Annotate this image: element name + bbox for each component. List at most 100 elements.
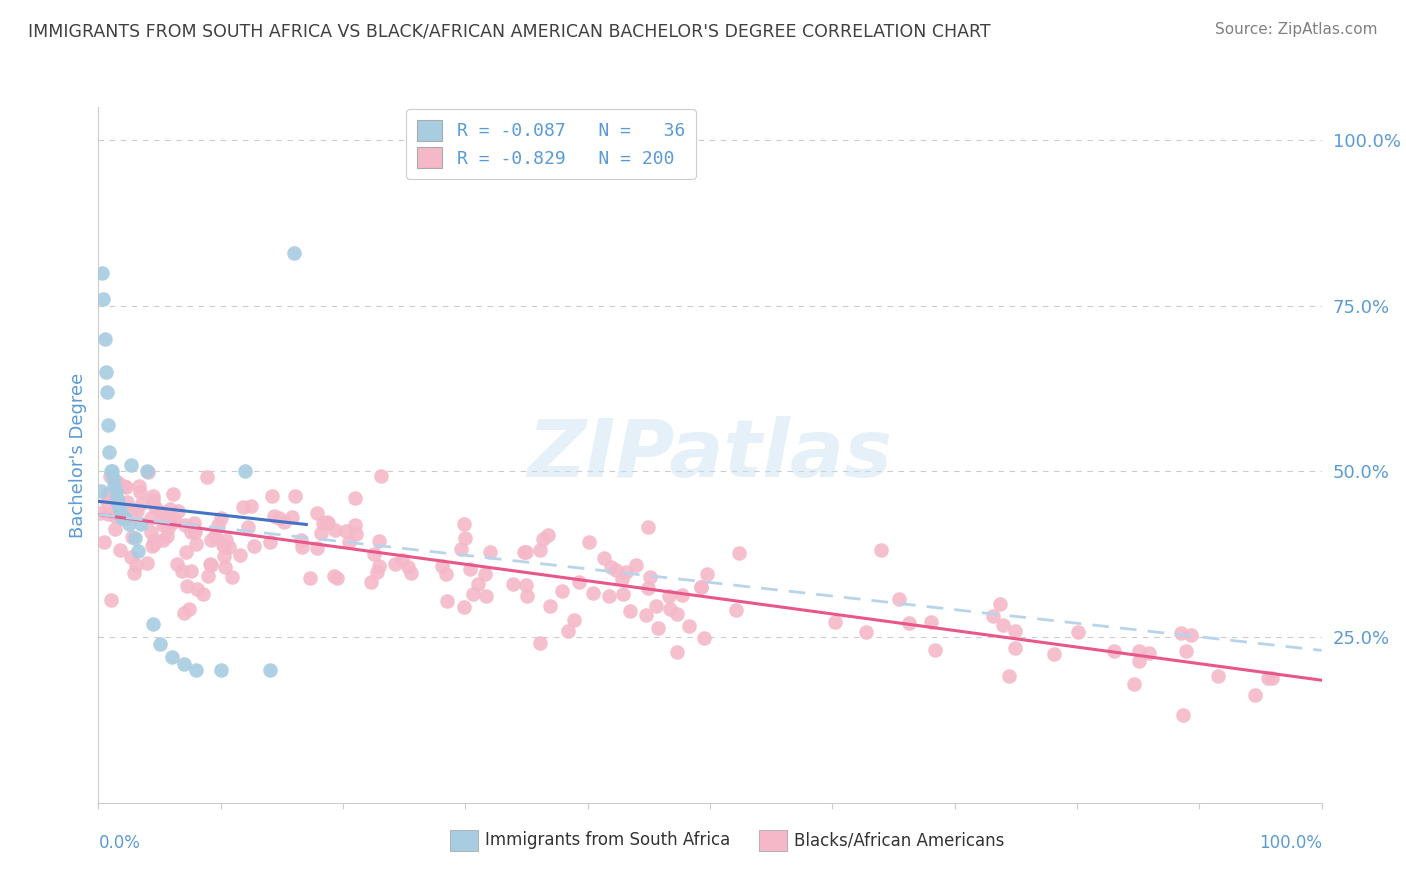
- Point: [666, 607, 689, 622]
- Point: [474, 567, 496, 582]
- Point: [316, 516, 339, 531]
- Point: [122, 566, 145, 581]
- Point: [666, 645, 689, 659]
- Point: [458, 562, 481, 576]
- Point: [690, 580, 713, 594]
- Point: [108, 498, 131, 512]
- Point: [93, 332, 115, 346]
- Point: [142, 493, 165, 508]
- Point: [221, 570, 243, 584]
- Point: [1180, 627, 1202, 641]
- Point: [598, 590, 620, 604]
- Point: [988, 597, 1011, 611]
- Point: [211, 538, 233, 552]
- Point: [898, 616, 921, 631]
- Point: [337, 535, 360, 549]
- Text: Immigrants from South Africa: Immigrants from South Africa: [485, 831, 730, 849]
- Point: [91, 292, 114, 306]
- Point: [152, 533, 174, 547]
- Point: [142, 616, 165, 631]
- Point: [173, 518, 195, 533]
- Point: [263, 508, 285, 523]
- Point: [128, 485, 150, 500]
- Point: [124, 531, 146, 545]
- Point: [991, 618, 1014, 632]
- Point: [344, 491, 367, 506]
- Point: [370, 468, 392, 483]
- Point: [215, 533, 238, 547]
- Point: [367, 533, 389, 548]
- Point: [155, 529, 177, 543]
- Point: [281, 510, 304, 524]
- Point: [344, 527, 367, 541]
- Point: [887, 591, 910, 606]
- Point: [1128, 654, 1150, 668]
- Point: [1257, 671, 1279, 685]
- Point: [515, 589, 537, 603]
- Point: [920, 615, 942, 630]
- Point: [536, 527, 558, 541]
- Point: [218, 540, 240, 554]
- Point: [273, 515, 295, 529]
- Point: [121, 530, 143, 544]
- Point: [142, 533, 165, 547]
- Point: [1137, 647, 1160, 661]
- Point: [316, 515, 339, 529]
- Point: [114, 480, 136, 494]
- Point: [120, 549, 142, 564]
- Point: [177, 602, 200, 616]
- Point: [105, 475, 128, 489]
- Point: [538, 599, 561, 613]
- Point: [624, 558, 647, 573]
- Point: [112, 506, 135, 520]
- Point: [142, 489, 165, 503]
- Point: [200, 558, 222, 572]
- Point: [578, 535, 600, 549]
- Point: [531, 532, 554, 546]
- Point: [111, 511, 134, 525]
- Point: [98, 444, 121, 458]
- Point: [232, 500, 254, 514]
- Point: [90, 484, 112, 499]
- Point: [436, 594, 458, 608]
- Point: [307, 541, 329, 556]
- Point: [658, 589, 681, 603]
- Point: [124, 503, 146, 517]
- Point: [564, 613, 586, 627]
- Point: [104, 484, 127, 499]
- Point: [180, 524, 202, 539]
- Point: [143, 536, 166, 550]
- Point: [724, 603, 747, 617]
- Point: [299, 571, 322, 585]
- Point: [100, 465, 122, 479]
- Point: [89, 506, 111, 520]
- Text: Blacks/African Americans: Blacks/African Americans: [794, 831, 1005, 849]
- Point: [312, 516, 335, 531]
- Point: [97, 487, 120, 501]
- Point: [100, 593, 122, 607]
- Point: [204, 529, 226, 543]
- Point: [284, 490, 307, 504]
- Point: [1067, 624, 1090, 639]
- Point: [262, 489, 284, 503]
- Point: [167, 504, 190, 518]
- Point: [647, 621, 669, 635]
- Point: [360, 574, 382, 589]
- Point: [207, 518, 229, 533]
- Point: [396, 559, 419, 574]
- Point: [855, 624, 877, 639]
- Point: [1260, 671, 1282, 685]
- Point: [204, 530, 226, 544]
- Point: [176, 579, 198, 593]
- Point: [141, 525, 163, 540]
- Point: [162, 516, 184, 530]
- Point: [233, 465, 256, 479]
- Point: [183, 523, 205, 537]
- Point: [186, 582, 208, 596]
- Point: [139, 510, 162, 524]
- Point: [131, 496, 153, 510]
- Point: [690, 580, 713, 594]
- Point: [125, 504, 148, 518]
- Point: [592, 551, 614, 566]
- Point: [323, 568, 346, 582]
